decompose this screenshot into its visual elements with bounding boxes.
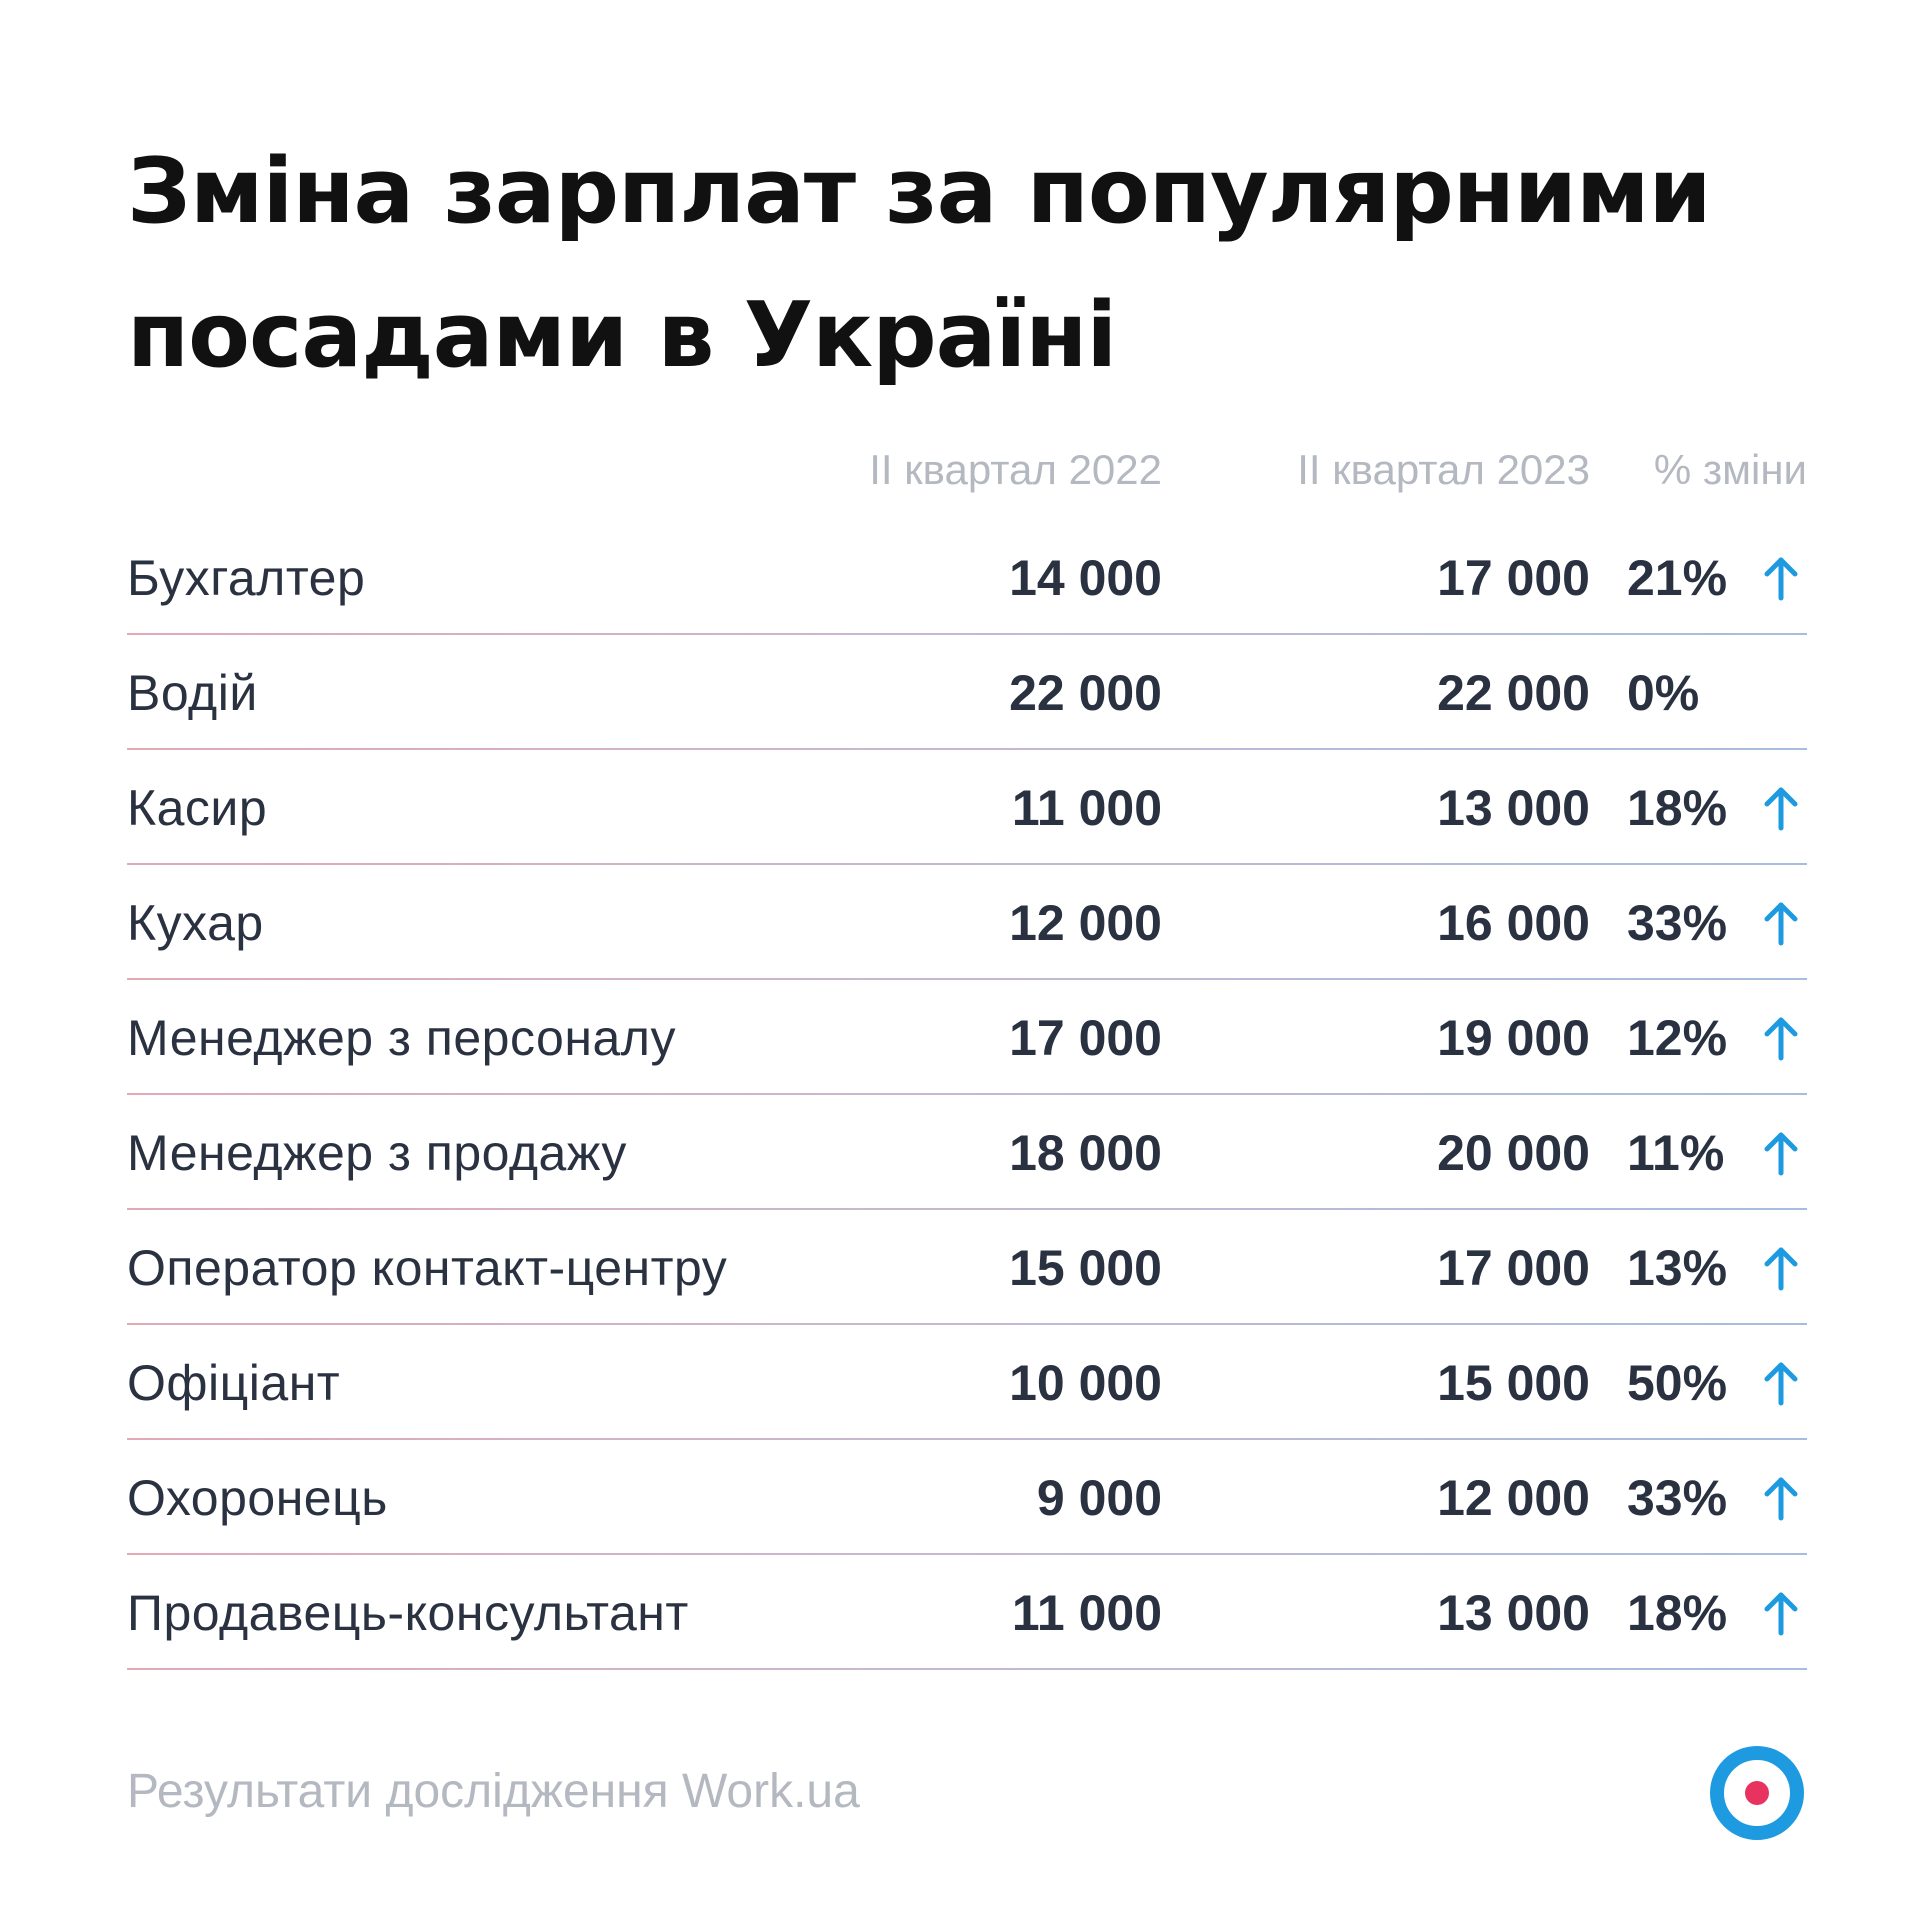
salary-q2-2022: 22 000 <box>1009 665 1162 721</box>
change-percent: 0% <box>1627 665 1700 721</box>
table-row: Продавець-консультант 11 000 13 000 18% <box>127 1555 1807 1670</box>
column-header-q2-2022: II квартал 2022 <box>869 446 1162 493</box>
table-row: Менеджер з продажу 18 000 20 000 11% <box>127 1095 1807 1210</box>
salary-q2-2022: 15 000 <box>1009 1240 1162 1296</box>
position-name: Кухар <box>127 895 264 951</box>
table-row: Водій 22 000 22 000 0% <box>127 635 1807 750</box>
arrow-up-icon <box>1761 1244 1801 1292</box>
position-name: Касир <box>127 780 268 836</box>
change-percent: 33% <box>1627 1470 1728 1526</box>
arrow-up-icon <box>1761 1014 1801 1062</box>
position-name: Оператор контакт-центру <box>127 1240 728 1296</box>
salary-q2-2023: 13 000 <box>1437 780 1590 836</box>
arrow-up-icon <box>1761 1589 1801 1637</box>
salary-q2-2023: 19 000 <box>1437 1010 1590 1066</box>
table-row: Оператор контакт-центру 15 000 17 000 13% <box>127 1210 1807 1325</box>
arrow-up-icon <box>1761 1129 1801 1177</box>
arrow-up-icon <box>1761 1359 1801 1407</box>
arrow-up-icon <box>1761 1474 1801 1522</box>
position-name: Бухгалтер <box>127 550 366 606</box>
position-name: Охоронець <box>127 1470 388 1526</box>
salary-q2-2022: 14 000 <box>1009 550 1162 606</box>
salary-q2-2022: 12 000 <box>1009 895 1162 951</box>
table-row: Охоронець 9 000 12 000 33% <box>127 1440 1807 1555</box>
arrow-up-icon <box>1761 554 1801 602</box>
salary-q2-2023: 17 000 <box>1437 550 1590 606</box>
salary-q2-2023: 22 000 <box>1437 665 1590 721</box>
salary-q2-2022: 9 000 <box>1036 1470 1162 1526</box>
change-percent: 50% <box>1627 1355 1728 1411</box>
table-row: Кухар 12 000 16 000 33% <box>127 865 1807 980</box>
table-header: II квартал 2022 II квартал 2023 % зміни <box>127 430 1807 520</box>
table-row: Офіціант 10 000 15 000 50% <box>127 1325 1807 1440</box>
title-line-2: посадами в Україні <box>127 283 1117 388</box>
salary-q2-2023: 12 000 <box>1437 1470 1590 1526</box>
column-header-q2-2023: II квартал 2023 <box>1297 446 1590 493</box>
position-name: Водій <box>127 665 258 721</box>
salary-q2-2023: 17 000 <box>1437 1240 1590 1296</box>
footer-source: Результати дослідження Work.ua <box>127 1765 860 1818</box>
salary-q2-2023: 13 000 <box>1437 1585 1590 1641</box>
salary-q2-2023: 15 000 <box>1437 1355 1590 1411</box>
table-row: Касир 11 000 13 000 18% <box>127 750 1807 865</box>
change-percent: 13% <box>1627 1240 1728 1296</box>
arrow-up-icon <box>1761 899 1801 947</box>
position-name: Менеджер з продажу <box>127 1125 627 1181</box>
position-name: Продавець-консультант <box>127 1585 689 1641</box>
salary-q2-2023: 16 000 <box>1437 895 1590 951</box>
change-percent: 33% <box>1627 895 1728 951</box>
change-percent: 12% <box>1627 1010 1728 1066</box>
arrow-up-icon <box>1761 784 1801 832</box>
change-percent: 11% <box>1627 1125 1725 1181</box>
salary-q2-2022: 18 000 <box>1009 1125 1162 1181</box>
salary-q2-2022: 10 000 <box>1009 1355 1162 1411</box>
table-row: Менеджер з персоналу 17 000 19 000 12% <box>127 980 1807 1095</box>
salary-table: II квартал 2022 II квартал 2023 % зміни … <box>127 430 1807 1670</box>
page-title: Зміна зарплат за популярними посадами в … <box>127 120 1827 408</box>
change-percent: 18% <box>1627 1585 1728 1641</box>
salary-q2-2022: 11 000 <box>1011 1585 1162 1641</box>
salary-q2-2022: 11 000 <box>1011 780 1162 836</box>
position-name: Офіціант <box>127 1355 341 1411</box>
work-ua-logo-icon <box>1708 1744 1806 1842</box>
change-percent: 21% <box>1627 550 1728 606</box>
salary-q2-2023: 20 000 <box>1437 1125 1590 1181</box>
change-percent: 18% <box>1627 780 1728 836</box>
position-name: Менеджер з персоналу <box>127 1010 676 1066</box>
salary-q2-2022: 17 000 <box>1009 1010 1162 1066</box>
title-line-1: Зміна зарплат за популярними <box>127 139 1712 244</box>
table-body: Бухгалтер 14 000 17 000 21% Водій 22 000 22 00… <box>127 520 1807 1670</box>
column-header-change: % зміни <box>1653 446 1807 493</box>
table-row: Бухгалтер 14 000 17 000 21% <box>127 520 1807 635</box>
